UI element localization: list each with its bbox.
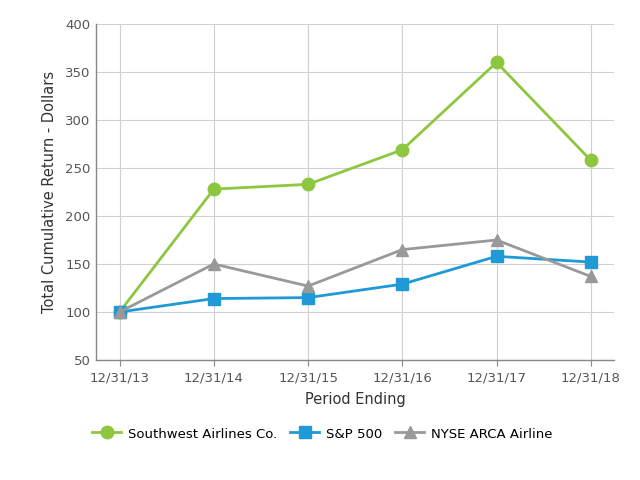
- Y-axis label: Total Cumulative Return - Dollars: Total Cumulative Return - Dollars: [42, 71, 57, 313]
- S&P 500: [116, 309, 124, 315]
- X-axis label: Period Ending: Period Ending: [305, 393, 406, 408]
- Legend: Southwest Airlines Co., S&P 500, NYSE ARCA Airline: Southwest Airlines Co., S&P 500, NYSE AR…: [92, 427, 552, 441]
- NYSE ARCA Airline: [587, 274, 595, 279]
- Southwest Airlines Co.: [304, 181, 312, 187]
- NYSE ARCA Airline: [493, 237, 500, 243]
- Southwest Airlines Co.: [399, 147, 406, 153]
- S&P 500: [493, 253, 500, 259]
- NYSE ARCA Airline: [399, 247, 406, 252]
- NYSE ARCA Airline: [116, 309, 124, 315]
- S&P 500: [304, 295, 312, 300]
- Line: Southwest Airlines Co.: Southwest Airlines Co.: [113, 56, 597, 318]
- S&P 500: [399, 281, 406, 287]
- NYSE ARCA Airline: [210, 261, 218, 267]
- NYSE ARCA Airline: [304, 283, 312, 289]
- Southwest Airlines Co.: [116, 309, 124, 315]
- S&P 500: [210, 296, 218, 301]
- Line: NYSE ARCA Airline: NYSE ARCA Airline: [113, 234, 597, 318]
- Line: S&P 500: S&P 500: [114, 251, 596, 318]
- Southwest Airlines Co.: [587, 157, 595, 163]
- Southwest Airlines Co.: [493, 60, 500, 65]
- S&P 500: [587, 259, 595, 265]
- Southwest Airlines Co.: [210, 186, 218, 192]
